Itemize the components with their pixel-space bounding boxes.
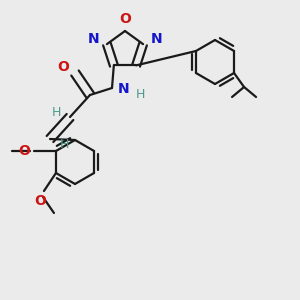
Text: O: O [34,194,46,208]
Text: H: H [135,88,145,100]
Text: O: O [119,12,131,26]
Text: N: N [88,32,100,46]
Text: N: N [118,82,130,96]
Text: O: O [18,144,30,158]
Text: H: H [51,106,61,119]
Text: H: H [59,137,69,151]
Text: N: N [150,32,162,46]
Text: O: O [57,60,69,74]
